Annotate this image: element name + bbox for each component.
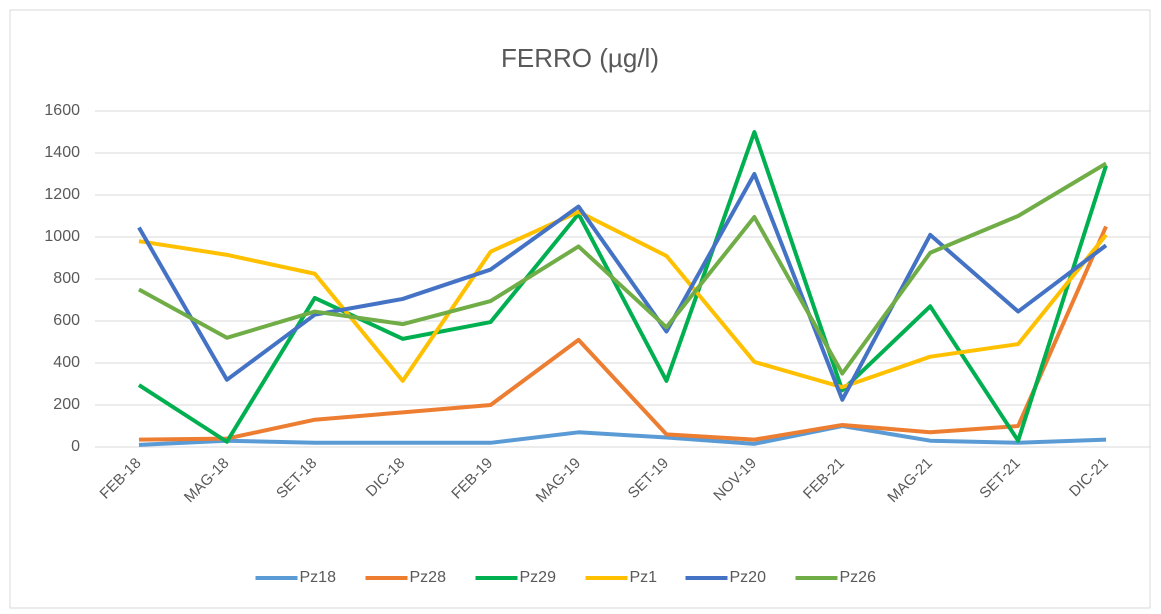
series-line <box>138 209 1108 390</box>
legend-label: Pz1 <box>630 569 658 586</box>
y-tick-label: 800 <box>53 270 80 287</box>
legend-label: Pz20 <box>730 569 767 586</box>
y-tick-label: 400 <box>53 354 80 371</box>
chart-title: FERRO (µg/l) <box>501 43 659 73</box>
y-tick-label: 1200 <box>44 186 80 203</box>
legend-label: Pz29 <box>520 569 557 586</box>
chart-frame <box>9 9 1151 609</box>
legend-label: Pz26 <box>840 569 877 586</box>
legend-label: Pz18 <box>300 569 337 586</box>
y-tick-label: 1000 <box>44 228 80 245</box>
y-tick-label: 200 <box>53 396 80 413</box>
y-tick-label: 1400 <box>44 144 80 161</box>
y-tick-label: 600 <box>53 312 80 329</box>
legend-label: Pz28 <box>410 569 447 586</box>
series-line <box>137 161 1108 376</box>
series-line <box>138 225 1108 442</box>
y-tick-label: 0 <box>71 438 80 455</box>
series-line <box>137 130 1108 444</box>
y-tick-label: 1600 <box>44 102 80 119</box>
series-line <box>138 424 1107 447</box>
